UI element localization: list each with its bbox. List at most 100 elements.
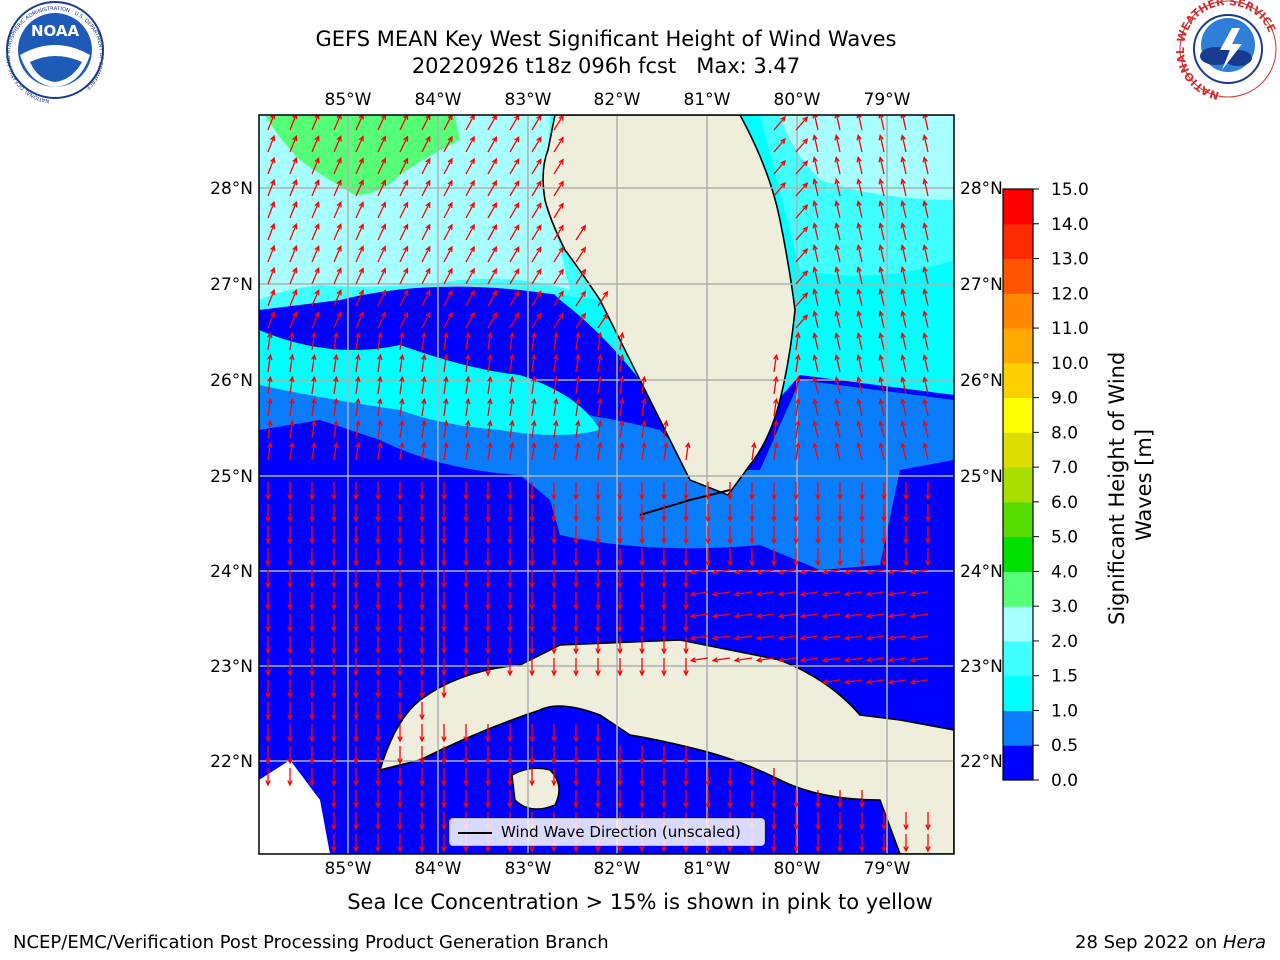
wind-arrow xyxy=(909,591,929,597)
wind-arrow xyxy=(289,134,298,153)
colorbar-tick-label: 1.0 xyxy=(1051,701,1078,721)
wind-arrow xyxy=(575,353,581,373)
colorbar-swatch xyxy=(1003,432,1033,468)
wind-arrow xyxy=(553,158,564,175)
wind-arrow xyxy=(689,613,709,619)
wind-arrow xyxy=(399,311,409,329)
wind-arrow xyxy=(834,441,841,461)
wind-arrow xyxy=(795,331,801,351)
wind-arrow xyxy=(878,419,885,439)
wind-arrow xyxy=(922,115,929,131)
wind-arrow xyxy=(265,614,271,633)
wind-arrow xyxy=(419,746,425,765)
wind-arrow xyxy=(287,526,293,545)
wind-arrow xyxy=(443,375,449,395)
lon-tick-top: 79°W xyxy=(864,90,911,110)
wind-arrow xyxy=(309,504,315,523)
wind-arrow xyxy=(553,290,564,307)
wind-arrow xyxy=(419,504,425,523)
lon-ticks-bottom: 85°W 84°W 83°W 82°W 81°W 80°W 79°W xyxy=(325,859,911,879)
wind-arrow xyxy=(661,548,667,567)
wind-arrow xyxy=(463,570,469,589)
wind-arrow xyxy=(443,115,453,131)
wind-arrow xyxy=(287,768,293,787)
wind-arrow xyxy=(639,746,645,765)
wind-arrow xyxy=(485,526,491,545)
wind-arrow xyxy=(795,397,801,417)
wind-arrow xyxy=(683,526,689,545)
wind-arrow xyxy=(443,331,449,351)
wind-arrow xyxy=(619,353,625,373)
wind-arrow xyxy=(834,243,841,263)
wind-arrow xyxy=(265,504,271,523)
colorbar-swatch xyxy=(1003,675,1033,711)
wind-arrow xyxy=(922,265,929,285)
wind-arrow xyxy=(529,526,535,545)
wind-arrow xyxy=(575,246,587,263)
wind-arrow xyxy=(815,482,821,501)
wind-arrow xyxy=(865,657,885,663)
wind-arrow xyxy=(878,115,885,131)
wind-arrow xyxy=(856,397,863,417)
wind-arrow xyxy=(597,441,603,461)
wind-arrow xyxy=(777,657,797,663)
wind-arrow xyxy=(507,592,513,611)
lat-tick-right: 25°N xyxy=(960,467,1003,487)
wind-arrow xyxy=(683,658,689,677)
wind-arrow xyxy=(777,591,797,597)
wind-arrow xyxy=(311,244,320,263)
wind-arrow xyxy=(529,724,535,743)
colorbar-swatch xyxy=(1003,223,1033,260)
wind-arrow xyxy=(777,613,797,619)
wind-arrow xyxy=(887,569,907,575)
wind-arrow xyxy=(922,177,929,197)
wind-arrow xyxy=(267,156,276,175)
wind-arrow xyxy=(749,548,755,567)
wind-arrow xyxy=(509,246,520,263)
wind-arrow xyxy=(487,201,498,219)
noaa-logo: NOAA NATIONAL OCEANIC AND ATMOSPHERIC AD… xyxy=(6,1,104,104)
wind-arrow xyxy=(353,702,359,721)
wind-arrow xyxy=(487,245,498,263)
wind-arrow xyxy=(859,834,865,853)
wind-arrow xyxy=(683,768,689,787)
wind-arrow xyxy=(597,290,609,307)
wind-arrow xyxy=(793,526,799,545)
wind-arrow xyxy=(597,419,603,439)
wind-arrow xyxy=(595,658,601,677)
wind-arrow xyxy=(859,482,865,501)
wind-arrow xyxy=(375,658,381,677)
wind-arrow xyxy=(575,397,581,417)
wind-arrow xyxy=(859,504,865,523)
wind-arrow xyxy=(900,133,907,153)
wind-arrow xyxy=(419,658,425,677)
wind-arrow xyxy=(309,614,315,633)
wind-arrow xyxy=(377,201,386,219)
wind-arrow xyxy=(331,548,337,567)
map-legend: Wind Wave Direction (unscaled) xyxy=(449,818,765,846)
wind-arrow xyxy=(922,287,929,307)
wind-arrow xyxy=(865,613,885,619)
wind-arrow xyxy=(487,353,493,373)
wind-arrow xyxy=(375,548,381,567)
wind-arrow xyxy=(289,156,298,175)
lat-tick-right: 27°N xyxy=(960,275,1003,295)
wind-arrow xyxy=(529,636,535,655)
wind-arrow xyxy=(553,331,559,351)
wind-arrow xyxy=(399,115,409,131)
wind-arrow xyxy=(815,812,821,831)
wind-arrow xyxy=(309,482,315,501)
wind-arrow xyxy=(375,570,381,589)
colorbar-swatch xyxy=(1003,501,1033,538)
wind-arrow xyxy=(309,680,315,699)
wind-arrow xyxy=(551,526,557,545)
wind-arrow xyxy=(377,245,386,263)
wind-arrow xyxy=(463,592,469,611)
wind-arrow xyxy=(441,482,447,501)
wind-arrow xyxy=(575,268,587,285)
wind-arrow xyxy=(865,635,885,641)
wind-arrow xyxy=(843,657,863,663)
wind-arrow xyxy=(771,504,777,523)
wind-arrow xyxy=(922,375,929,395)
wind-arrow xyxy=(441,614,447,633)
